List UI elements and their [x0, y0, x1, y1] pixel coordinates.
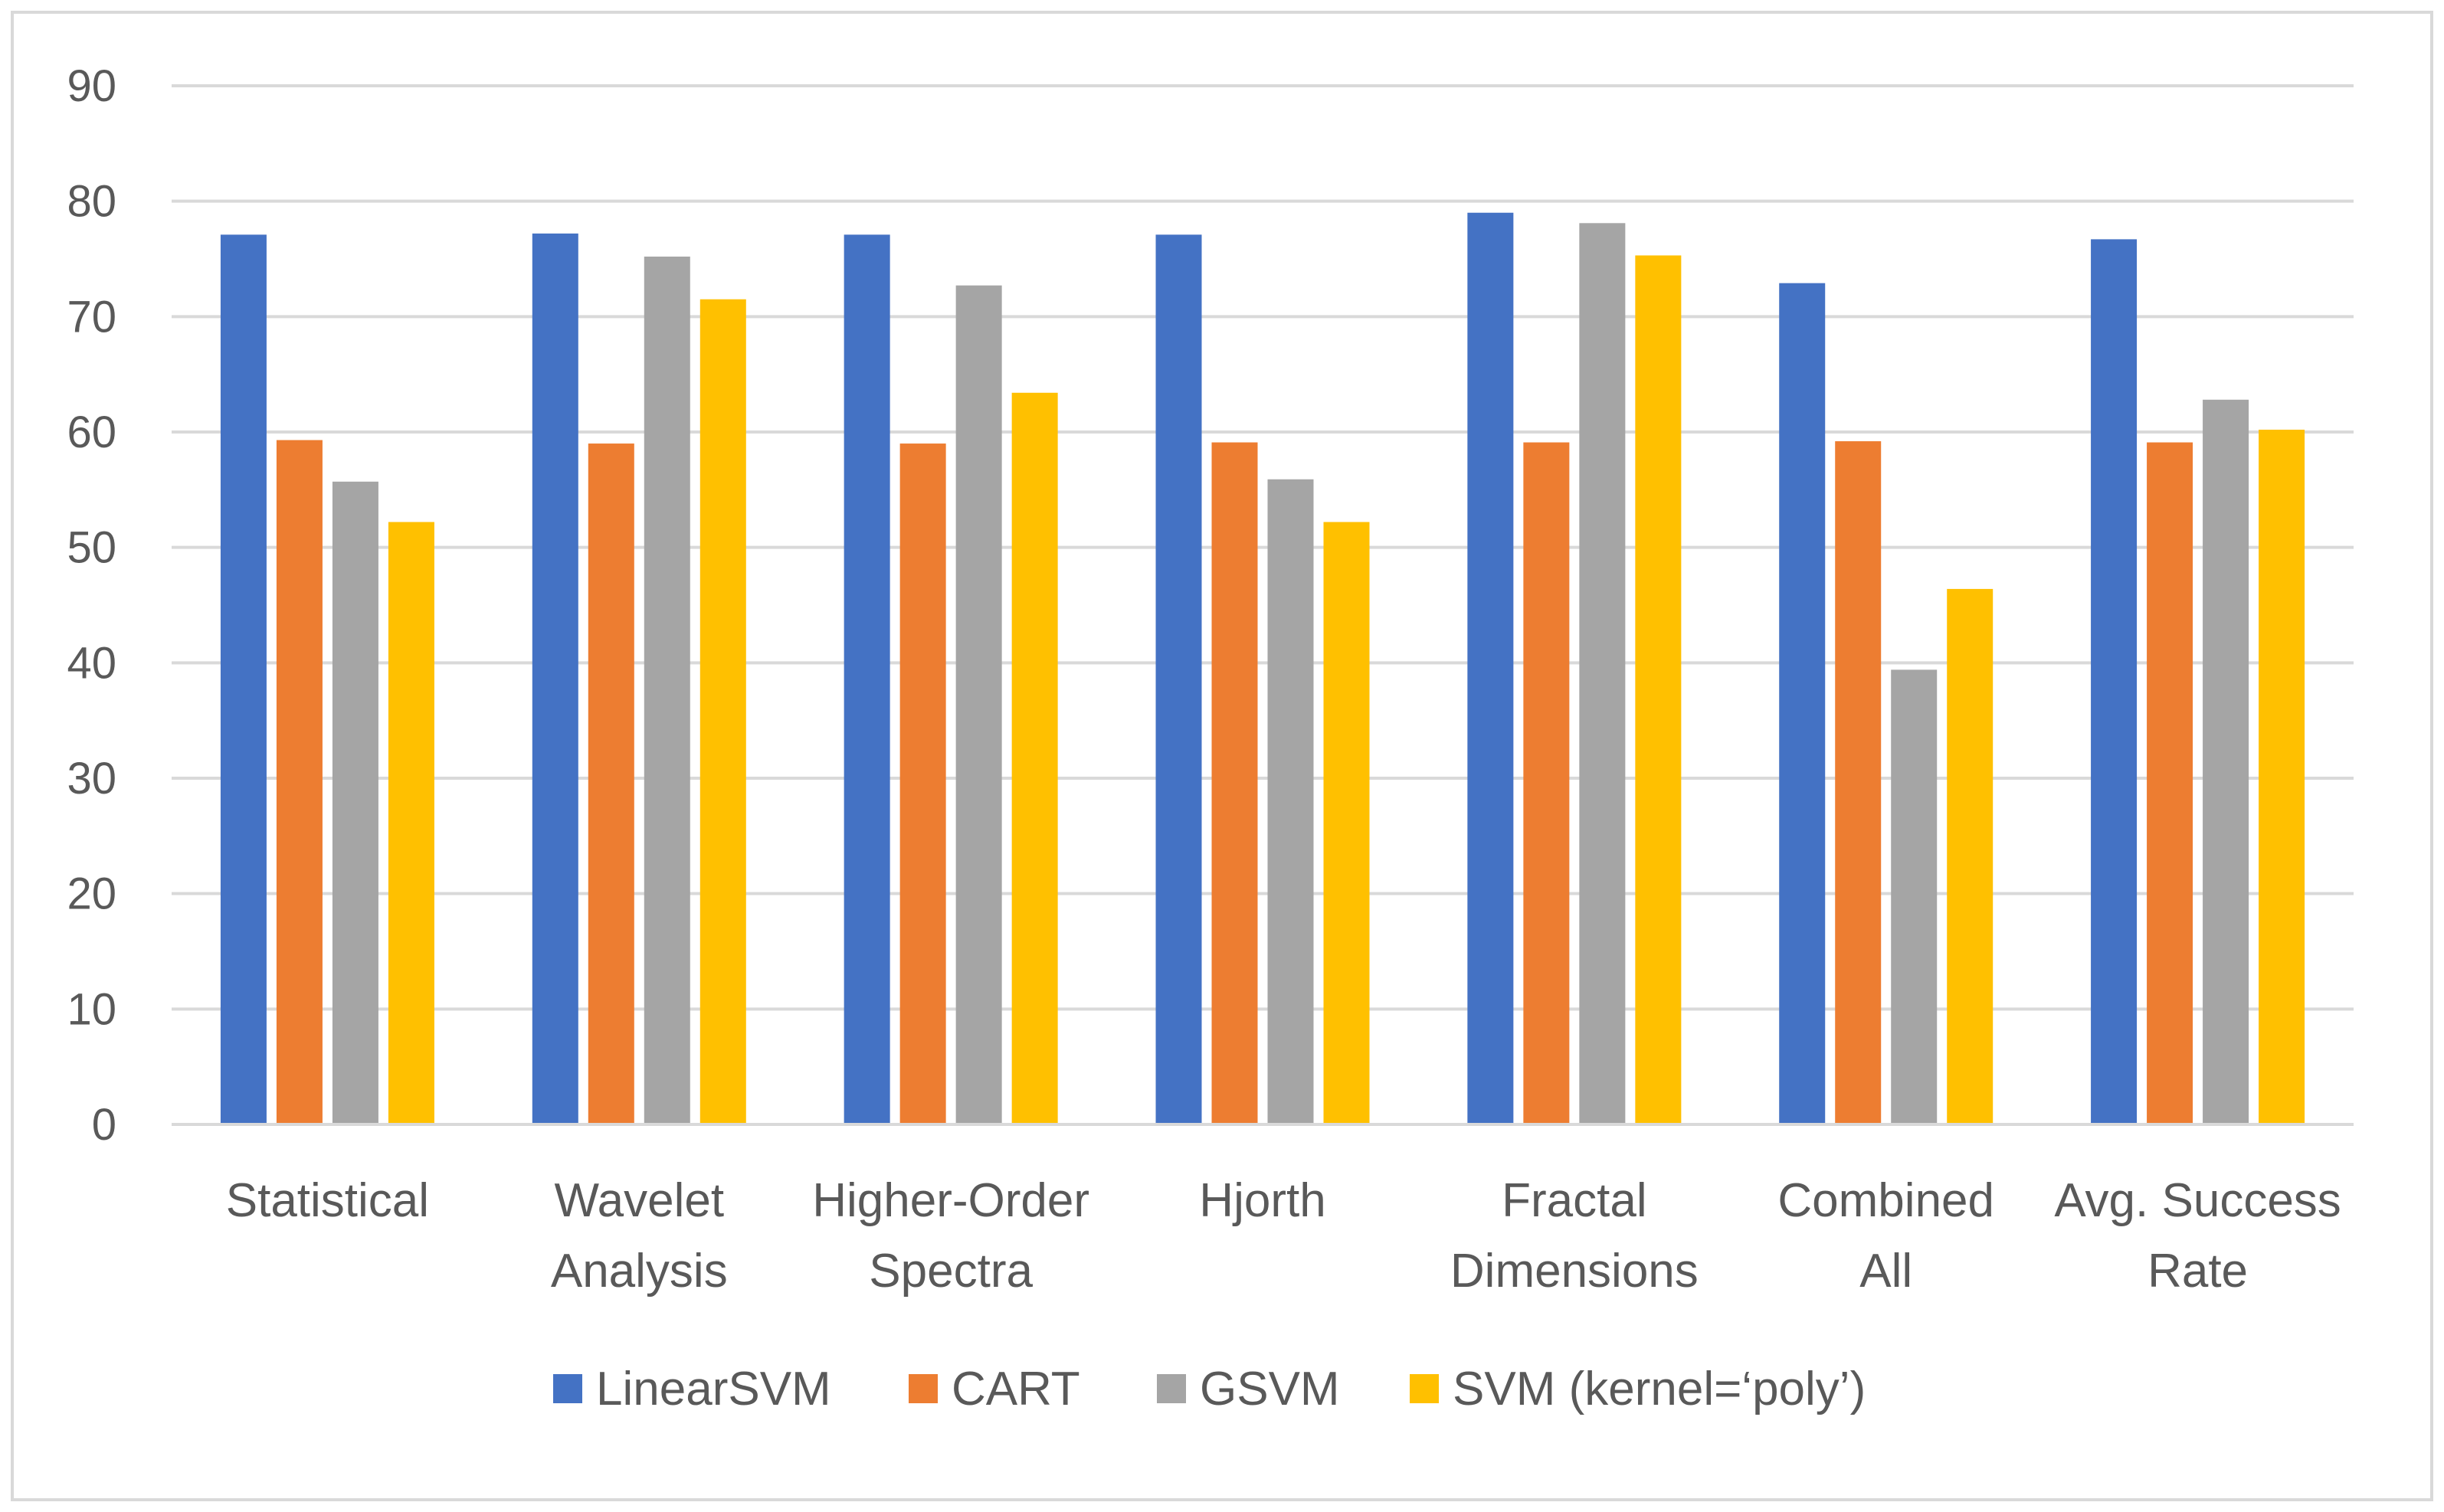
legend-swatch: [553, 1374, 582, 1403]
legend-label: CART: [952, 1363, 1080, 1415]
legend-swatch: [1410, 1374, 1439, 1403]
y-tick-label: 20: [67, 869, 116, 919]
bar-svm-6: [2259, 429, 2305, 1124]
y-tick-label: 60: [67, 407, 116, 457]
bar-svm-3: [1323, 522, 1370, 1124]
y-tick-label: 0: [92, 1100, 116, 1150]
bar-cart-5: [1835, 441, 1882, 1124]
bar-gsvm-2: [955, 285, 1002, 1124]
x-tick-label: Statistical: [226, 1174, 429, 1227]
bar-linearsvm-4: [1467, 212, 1514, 1124]
y-tick-label: 30: [67, 754, 116, 803]
bar-linearsvm-0: [220, 234, 267, 1124]
y-axis-ticks: 0 10 20 30 40 50 60 70 80 90: [67, 61, 116, 1150]
x-tick-label: Analysis: [551, 1245, 728, 1298]
x-tick-label: Rate: [2148, 1245, 2248, 1298]
bar-svm-1: [699, 299, 746, 1124]
bar-cart-1: [588, 443, 634, 1124]
x-tick-label: All: [1859, 1245, 1912, 1298]
bar-gsvm-0: [332, 481, 378, 1124]
x-tick-label: Hjorth: [1199, 1174, 1325, 1227]
x-tick-label: Spectra: [869, 1245, 1033, 1298]
bar-linearsvm-6: [2091, 239, 2138, 1124]
bar-svm-2: [1011, 392, 1058, 1124]
legend-label: SVM (kernel=‘poly’): [1453, 1363, 1866, 1415]
legend-label: GSVM: [1200, 1363, 1340, 1415]
y-tick-label: 40: [67, 638, 116, 688]
bar-linearsvm-2: [844, 234, 890, 1124]
x-tick-label: Fractal: [1502, 1174, 1646, 1227]
x-tick-label: Combined: [1777, 1174, 1994, 1227]
bar-svm-4: [1635, 255, 1682, 1125]
bar-cart-2: [899, 443, 946, 1124]
x-tick-label: Higher-Order: [812, 1174, 1089, 1227]
bar-gsvm-6: [2203, 399, 2249, 1124]
x-tick-label: Dimensions: [1450, 1245, 1699, 1298]
bar-gsvm-4: [1579, 223, 1626, 1124]
y-tick-label: 50: [67, 523, 116, 573]
legend-label: LinearSVM: [596, 1363, 831, 1415]
x-tick-label: Avg. Success: [2054, 1174, 2341, 1227]
bar-cart-0: [276, 440, 323, 1124]
bar-linearsvm-1: [532, 233, 578, 1125]
bar-cart-4: [1523, 442, 1570, 1124]
x-tick-label: Wavelet: [554, 1174, 724, 1227]
x-axis-categories: Statistical Wavelet Analysis Higher-Order Sp…: [226, 1174, 2341, 1298]
bar-linearsvm-3: [1155, 234, 1202, 1124]
bar-svm-5: [1947, 588, 1994, 1124]
bar-cart-3: [1211, 442, 1258, 1124]
legend-swatch: [1157, 1374, 1186, 1403]
bar-cart-6: [2147, 442, 2193, 1124]
legend-swatch: [909, 1374, 938, 1403]
y-tick-label: 90: [67, 61, 116, 111]
bar-gsvm-1: [644, 256, 690, 1124]
bar-gsvm-5: [1891, 669, 1938, 1124]
bar-svm-0: [388, 522, 434, 1124]
y-tick-label: 80: [67, 177, 116, 227]
y-tick-label: 10: [67, 984, 116, 1034]
bar-gsvm-3: [1267, 479, 1314, 1124]
bars: [220, 212, 2305, 1125]
legend: LinearSVM CART GSVM SVM (kernel=‘poly’): [553, 1363, 1866, 1415]
bar-linearsvm-5: [1779, 283, 1826, 1124]
y-tick-label: 70: [67, 292, 116, 342]
